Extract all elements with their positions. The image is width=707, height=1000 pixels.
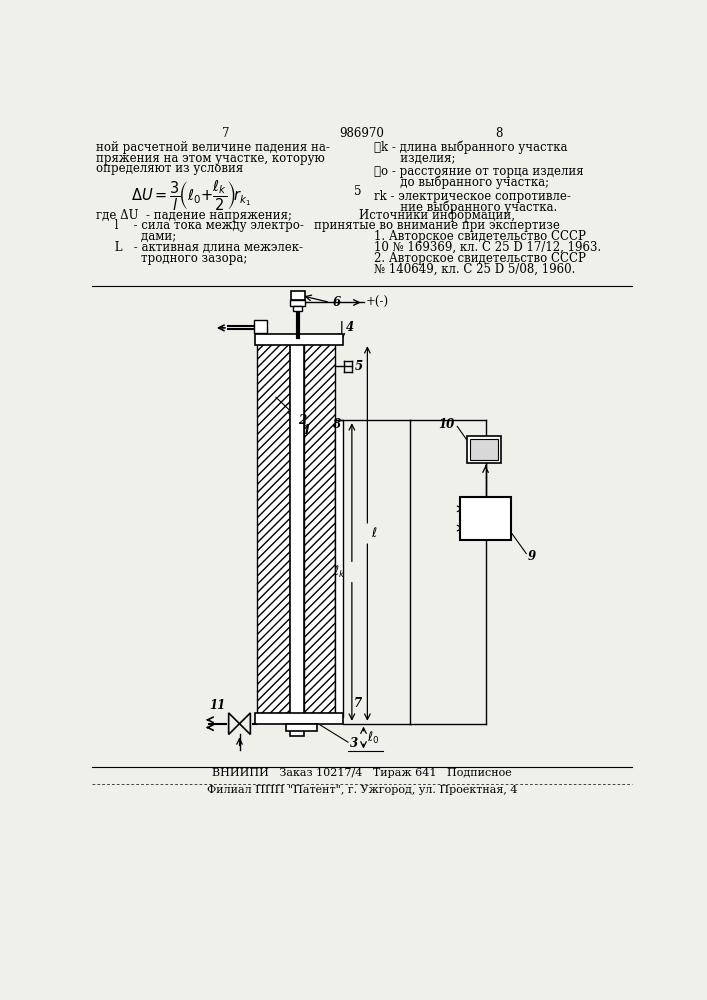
Text: ной расчетной величине падения на-: ной расчетной величине падения на- bbox=[96, 141, 330, 154]
Bar bbox=[255, 320, 267, 333]
Text: 5: 5 bbox=[355, 360, 363, 373]
Bar bbox=[286, 724, 317, 731]
Text: 1: 1 bbox=[303, 424, 310, 437]
Text: 8: 8 bbox=[332, 418, 340, 431]
Text: 7: 7 bbox=[222, 127, 229, 140]
Text: $\Delta U$: $\Delta U$ bbox=[475, 511, 496, 525]
Text: Филиал ППП "Патент", г. Ужгород, ул. Проектная, 4: Филиал ППП "Патент", г. Ужгород, ул. Про… bbox=[206, 785, 518, 795]
Text: 11: 11 bbox=[210, 699, 226, 712]
Bar bbox=[469, 439, 498, 460]
Text: $\ell$: $\ell$ bbox=[371, 526, 378, 540]
Text: +(-): +(-) bbox=[366, 296, 389, 309]
Text: ние выбранного участка.: ние выбранного участка. bbox=[373, 200, 557, 214]
Bar bbox=[293, 306, 303, 311]
Text: 6: 6 bbox=[332, 296, 341, 309]
Text: $\Delta U {=} \dfrac{3}{l}\!\left(\ell_0{+}\dfrac{\ell_k}{2}\right)\!r_{k_1}$: $\Delta U {=} \dfrac{3}{l}\!\left(\ell_0… bbox=[131, 178, 252, 213]
Text: где ΔU  - падение напряжения;: где ΔU - падение напряжения; bbox=[96, 209, 292, 222]
Text: 986970: 986970 bbox=[339, 127, 385, 140]
Bar bbox=[255, 334, 343, 345]
Text: 8: 8 bbox=[496, 127, 503, 140]
Text: № 140649, кл. C 25 D 5/08, 1960.: № 140649, кл. C 25 D 5/08, 1960. bbox=[373, 262, 575, 275]
Text: 1. Авторское свидетельство СССР: 1. Авторское свидетельство СССР bbox=[373, 230, 585, 243]
Text: 10 № 169369, кл. C 25 D 17/12, 1963.: 10 № 169369, кл. C 25 D 17/12, 1963. bbox=[373, 241, 601, 254]
Bar bbox=[291, 291, 305, 300]
Text: тродного зазора;: тродного зазора; bbox=[96, 252, 247, 265]
Text: $\ell_0$: $\ell_0$ bbox=[367, 729, 379, 746]
Bar bbox=[335, 420, 343, 717]
Bar bbox=[460, 497, 510, 540]
Bar bbox=[255, 713, 343, 724]
Text: $\ell_k$: $\ell_k$ bbox=[333, 564, 346, 580]
Bar bbox=[467, 436, 501, 463]
Text: ВНИИПИ   Заказ 10217/4   Тираж 641   Подписное: ВНИИПИ Заказ 10217/4 Тираж 641 Подписное bbox=[212, 768, 512, 778]
Text: rk - электрическое сопротивле-: rk - электрическое сопротивле- bbox=[373, 190, 571, 203]
Text: Источники информации,: Источники информации, bbox=[359, 209, 515, 222]
Text: изделия;: изделия; bbox=[373, 152, 455, 165]
Text: 5: 5 bbox=[354, 185, 362, 198]
Text: принятые во внимание при экспертизе: принятые во внимание при экспертизе bbox=[314, 219, 560, 232]
Text: пряжения на этом участке, которую: пряжения на этом участке, которую bbox=[96, 152, 325, 165]
Text: 2: 2 bbox=[298, 414, 305, 427]
Bar bbox=[257, 343, 290, 713]
Text: определяют из условия: определяют из условия bbox=[96, 162, 243, 175]
Bar bbox=[304, 343, 335, 713]
Text: L   - активная длина межэлек-: L - активная длина межэлек- bbox=[96, 241, 303, 254]
Text: 10: 10 bbox=[439, 418, 455, 431]
Text: 2. Авторское свидетельство СССР: 2. Авторское свидетельство СССР bbox=[373, 252, 585, 265]
Text: ℓk - длина выбранного участка: ℓk - длина выбранного участка bbox=[373, 140, 567, 154]
Text: 3: 3 bbox=[351, 737, 358, 750]
Bar bbox=[290, 339, 304, 736]
Text: 4: 4 bbox=[346, 321, 354, 334]
Text: до выбранного участка;: до выбранного участка; bbox=[373, 176, 549, 189]
Text: l    - сила тока между электро-: l - сила тока между электро- bbox=[96, 219, 304, 232]
Bar bbox=[290, 300, 305, 306]
Text: ℓo - расстояние от торца изделия: ℓo - расстояние от торца изделия bbox=[373, 165, 583, 178]
Text: 9: 9 bbox=[528, 550, 536, 563]
Text: 7: 7 bbox=[354, 697, 362, 710]
Text: дами;: дами; bbox=[96, 230, 176, 243]
